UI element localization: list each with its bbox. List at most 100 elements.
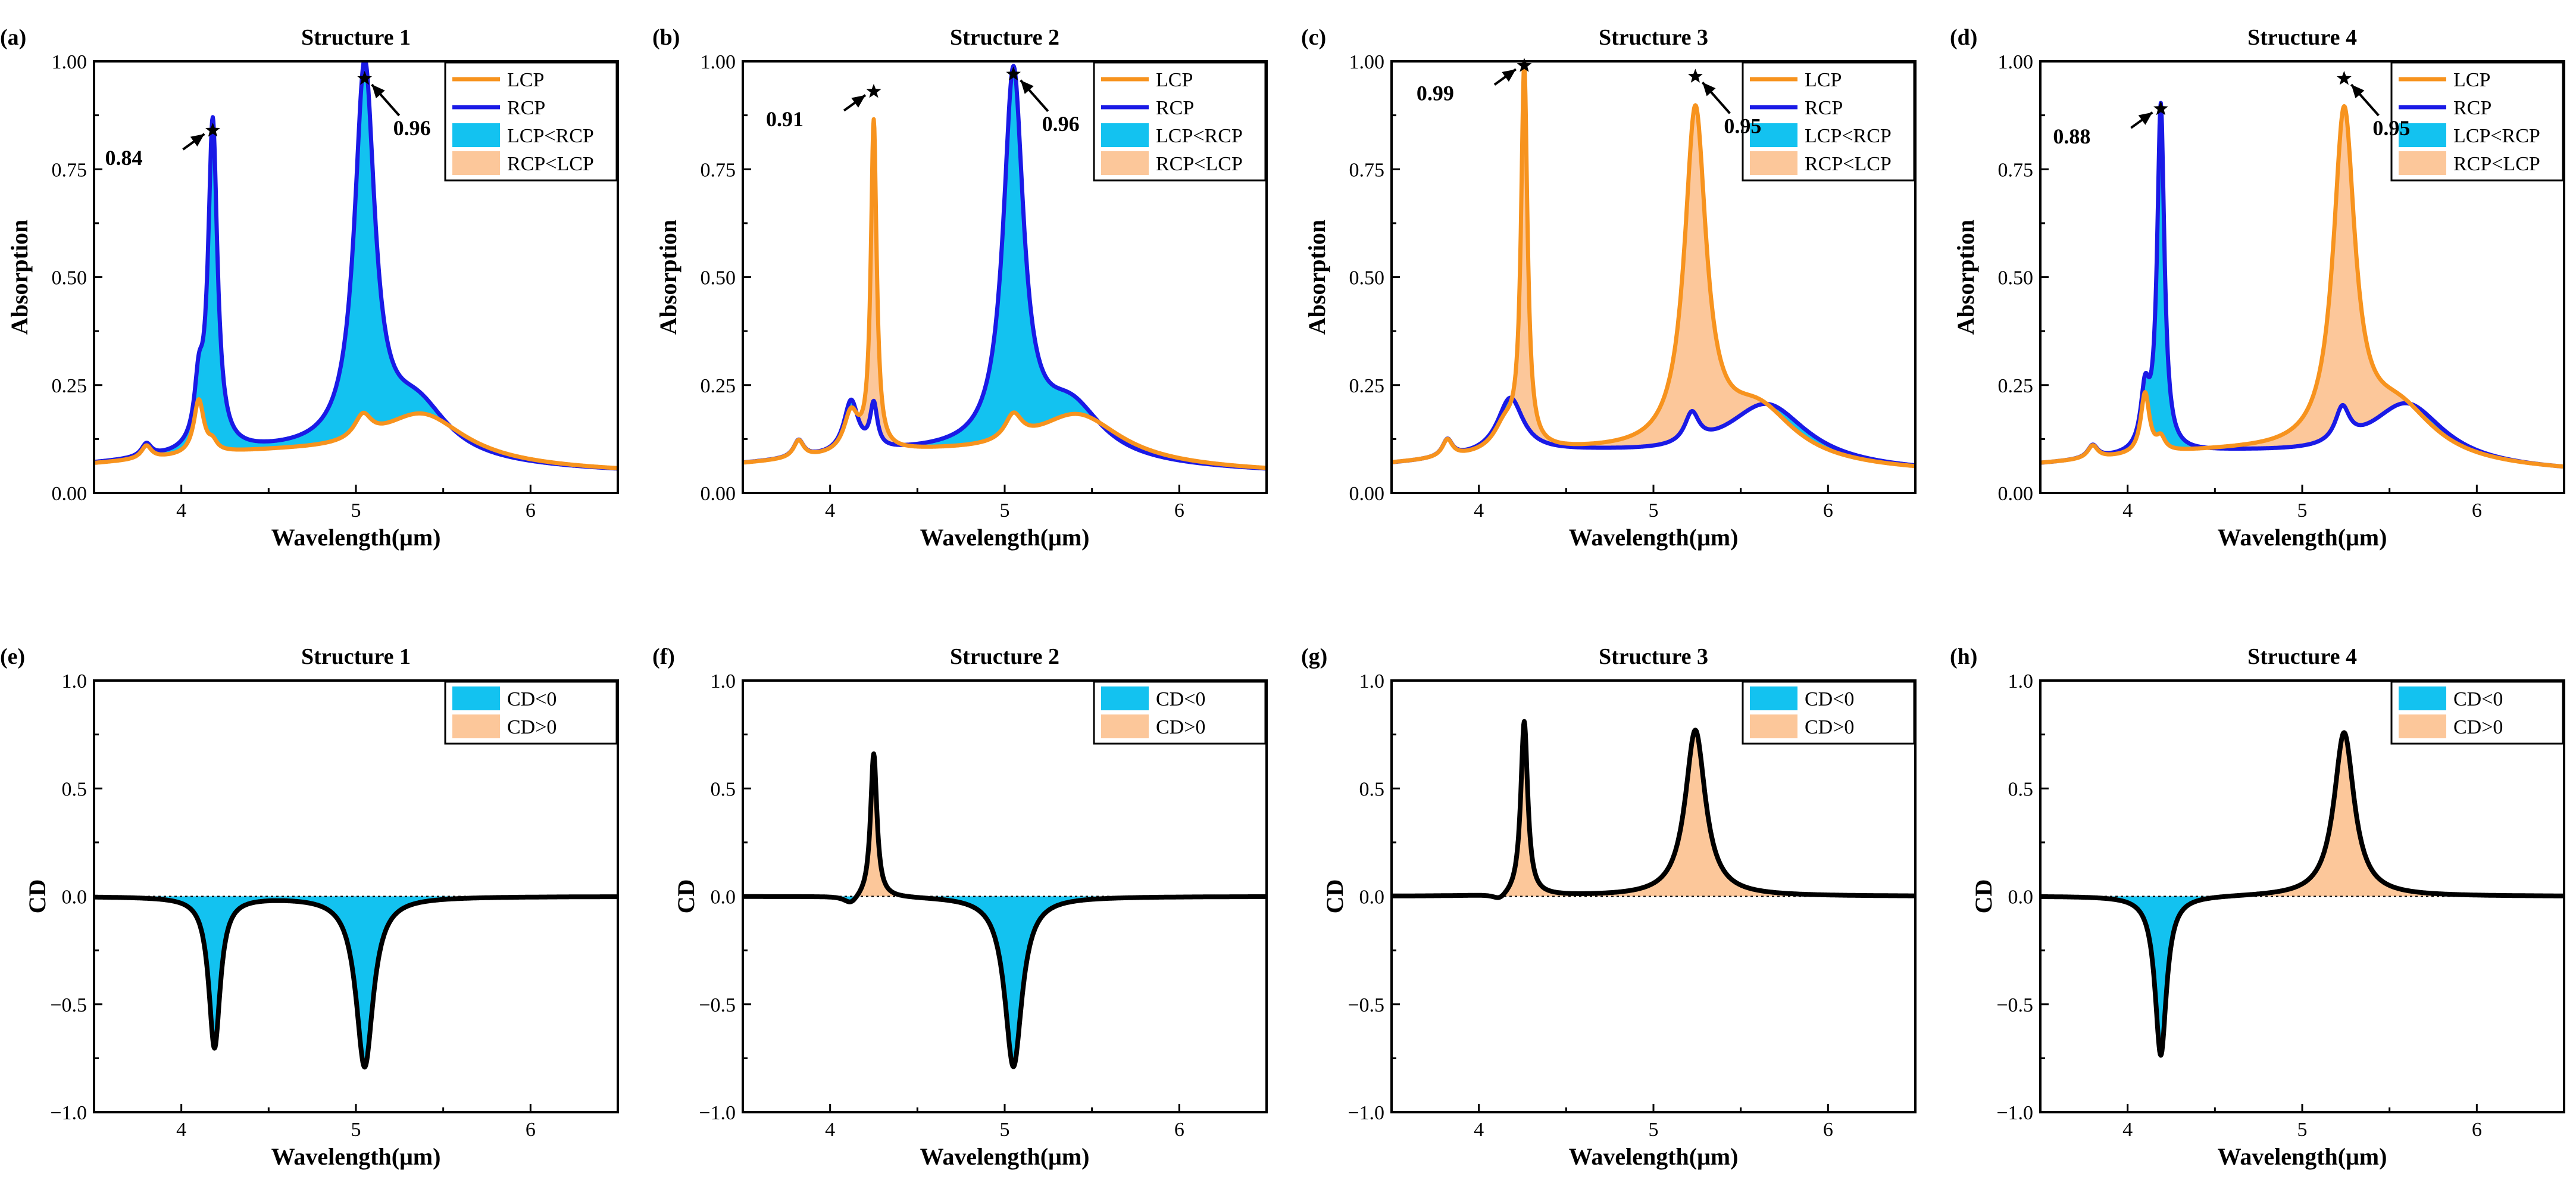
panel-label: (f) [652, 644, 675, 669]
legend-swatch-fill [1101, 123, 1149, 147]
series-cd-line [94, 894, 618, 1070]
panel-d: 4 5 6 0.00 0.25 0.50 0.75 1.00 Wavelength(μm) Abs… [1950, 25, 2565, 551]
legend: LCP RCP LCP<RCP RCP<LCP [1093, 61, 1267, 182]
peak-annotation-label: 0.95 [2372, 116, 2410, 140]
panel-c: 4 5 6 0.00 0.25 0.50 0.75 1.00 Wavelength(μm) Abs… [1301, 25, 1917, 551]
y-tick-label: 0.0 [1359, 887, 1385, 909]
y-tick-label: −1.0 [50, 1102, 87, 1124]
peak-star-marker [357, 71, 372, 85]
y-tick-label: 1.00 [52, 51, 87, 73]
y-tick-label: 0.00 [1998, 483, 2034, 505]
legend-swatch-fill [1750, 123, 1797, 147]
y-axis-label: CD [1970, 879, 1997, 914]
x-tick-label: 4 [1474, 500, 1484, 522]
panel-h: 4 5 6 −1.0 −0.5 0.0 0.5 1.0 Wavelength(μm) CD Stru… [1950, 644, 2565, 1170]
y-tick-label: 0.00 [1349, 483, 1385, 505]
x-tick-label: 4 [2122, 1119, 2133, 1141]
panel-g: 4 5 6 −1.0 −0.5 0.0 0.5 1.0 Wavelength(μm) CD Stru… [1301, 644, 1917, 1170]
legend-swatch-fill [2399, 151, 2446, 175]
x-tick-label: 5 [351, 500, 361, 522]
plot-area [1392, 61, 1915, 469]
series-lcp-line [743, 117, 1267, 470]
legend-label: LCP<RCP [2453, 125, 2540, 147]
y-tick-label: 0.50 [1998, 267, 2034, 289]
y-tick-label: 0.75 [1349, 159, 1385, 181]
y-tick-label: 1.00 [701, 51, 736, 73]
x-axis-label: Wavelength(μm) [2218, 524, 2387, 551]
y-axis-label: Absorption [1952, 220, 1979, 335]
legend-swatch-fill [452, 123, 500, 147]
y-tick-label: −1.0 [1996, 1102, 2033, 1124]
y-tick-label: −0.5 [699, 994, 736, 1016]
peak-star-marker [1688, 68, 1703, 83]
x-tick-label: 4 [176, 1119, 186, 1141]
plot-area [1392, 719, 1915, 900]
y-tick-label: 1.0 [711, 670, 736, 692]
legend-label: LCP<RCP [1156, 125, 1243, 147]
legend-swatch-fill [452, 686, 500, 710]
y-tick-label: 0.5 [62, 778, 87, 800]
peak-annotation-label: 0.91 [766, 107, 804, 131]
series-lcp-line [1392, 61, 1915, 469]
legend-swatch-fill [452, 151, 500, 175]
peak-annotation-label: 0.96 [393, 116, 431, 140]
panel-title: Structure 2 [950, 644, 1059, 669]
y-axis-label: CD [24, 879, 51, 914]
plot-area [2040, 101, 2564, 469]
y-tick-label: 0.00 [52, 483, 87, 505]
legend-label: RCP [1805, 97, 1843, 119]
y-tick-label: −1.0 [1348, 1102, 1384, 1124]
y-tick-label: 0.5 [2008, 778, 2034, 800]
annotation-arrowhead [371, 85, 385, 99]
peak-star-marker [2153, 101, 2168, 116]
peak-annotation-label: 0.95 [1724, 114, 1761, 138]
y-tick-label: 1.0 [2008, 670, 2034, 692]
x-tick-label: 6 [526, 500, 536, 522]
panel-e: 4 5 6 −1.0 −0.5 0.0 0.5 1.0 Wavelength(μm) CD Stru… [0, 644, 619, 1170]
legend-label: LCP<RCP [1805, 125, 1892, 147]
y-tick-label: 0.0 [2008, 887, 2034, 909]
fill-lcp-lt-rcp [2056, 103, 2208, 461]
legend-label: RCP [2453, 97, 2491, 119]
plot-area [94, 894, 618, 1070]
y-axis-label: CD [1321, 879, 1348, 914]
x-tick-label: 5 [2297, 500, 2308, 522]
x-tick-label: 4 [1474, 1119, 1484, 1141]
panel-label: (d) [1950, 25, 1977, 50]
legend-swatch-fill [1101, 714, 1149, 738]
fill-lcp-lt-rcp [2411, 404, 2556, 466]
y-tick-label: 0.50 [701, 267, 736, 289]
annotation-arrowhead [1702, 82, 1716, 96]
peak-annotation-label: 0.84 [105, 146, 142, 170]
series-lcp-line [2040, 104, 2564, 469]
legend-swatch-fill [1750, 714, 1797, 738]
legend-swatch-fill [452, 714, 500, 738]
plot-area [743, 64, 1267, 471]
panel-label: (c) [1301, 25, 1326, 50]
x-tick-label: 6 [1174, 1119, 1184, 1141]
y-axis-label: Absorption [1303, 220, 1330, 335]
legend-label: RCP [1156, 97, 1194, 119]
y-tick-label: 0.75 [52, 159, 87, 181]
peak-annotation-label: 0.88 [2053, 124, 2090, 148]
legend-label: LCP [507, 69, 544, 91]
series-cd-line [2040, 730, 2564, 1058]
peak-star-marker [205, 123, 220, 137]
legend-swatch-fill [1101, 686, 1149, 710]
annotation-arrowhead [2351, 85, 2365, 99]
y-tick-label: 0.50 [1349, 267, 1385, 289]
x-tick-label: 4 [825, 1119, 835, 1141]
legend-label: RCP<LCP [507, 153, 594, 175]
fill-rcp-lt-lcp [2208, 106, 2411, 449]
y-tick-label: 0.25 [1998, 375, 2034, 397]
peak-annotation-label: 0.96 [1042, 112, 1080, 136]
panel-label: (h) [1950, 644, 1977, 669]
y-tick-label: 0.00 [701, 483, 736, 505]
legend: LCP RCP LCP<RCP RCP<LCP [1742, 61, 1915, 182]
legend: CD<0 CD>0 [2390, 681, 2564, 745]
y-axis-label: Absorption [6, 220, 33, 335]
legend-label: CD>0 [2453, 716, 2503, 738]
x-tick-label: 6 [1823, 1119, 1833, 1141]
y-tick-label: 0.5 [1359, 778, 1385, 800]
y-tick-label: 0.0 [62, 887, 87, 909]
